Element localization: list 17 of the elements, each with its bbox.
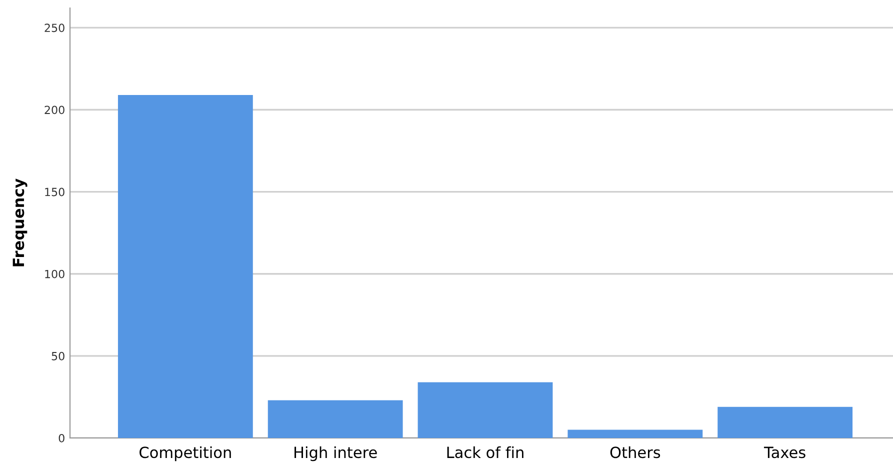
y-tick-label: 250 <box>44 24 64 32</box>
y-axis-title: Frequency <box>12 178 28 266</box>
bar <box>718 406 853 438</box>
x-tick-label: High intere <box>294 446 377 462</box>
y-tick-label: 150 <box>45 188 64 196</box>
x-tick-label: Taxes <box>764 446 806 458</box>
x-tick-label: Competition <box>140 446 231 462</box>
bar <box>268 400 403 438</box>
bar <box>418 382 553 438</box>
bar <box>118 94 253 438</box>
x-tick-label: Lack of fin <box>447 446 524 458</box>
y-tick-label: 200 <box>44 106 64 114</box>
y-tick-label: 0 <box>58 434 64 442</box>
bar <box>568 430 703 438</box>
y-tick-label: 50 <box>52 352 64 360</box>
y-tick-label: 100 <box>45 270 64 278</box>
x-tick-label: Others <box>610 446 660 458</box>
